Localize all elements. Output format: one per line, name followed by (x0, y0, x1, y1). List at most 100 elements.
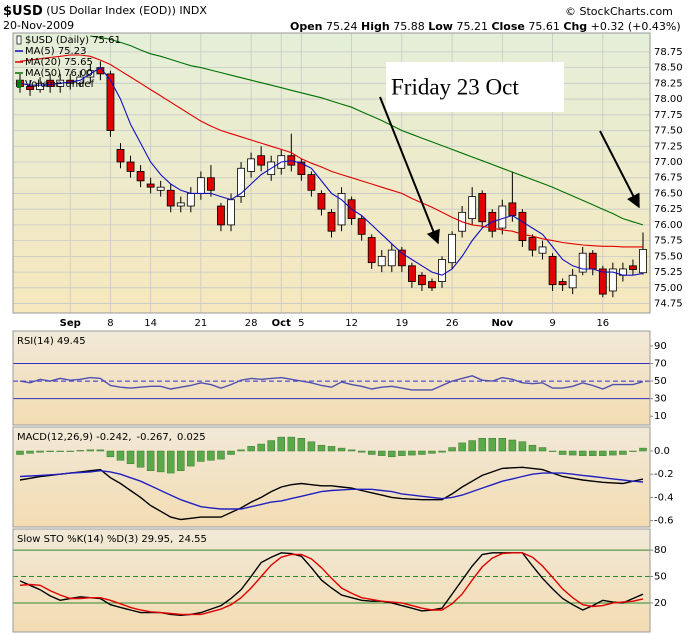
candle-body (126, 161, 135, 172)
panel-border (12, 32, 651, 314)
candle-body (257, 155, 266, 166)
candle-body (337, 193, 346, 226)
annotation-layer: Friday 23 Oct (379, 62, 640, 245)
y-tick-label: -0.4 (654, 492, 674, 503)
histogram-bar (307, 441, 316, 452)
legend-label: Slow STO %K(14) %D(3) 29.95, (17, 534, 173, 545)
histogram-bar (156, 450, 165, 473)
candle-body (397, 249, 406, 267)
candle-body (468, 196, 477, 220)
quote-value: 75.21 (456, 20, 488, 33)
exchange: INDX (179, 4, 207, 17)
candle-body (639, 249, 647, 274)
candle-body (588, 252, 597, 270)
y-tick-label: 75.75 (654, 236, 683, 247)
x-tick-label: Nov (491, 318, 513, 329)
series-line (19, 375, 644, 391)
candle-body (498, 205, 507, 229)
histogram-bar (538, 447, 547, 452)
panel-border (12, 426, 651, 528)
histogram-bar (488, 438, 497, 452)
candle-body (227, 199, 235, 226)
histogram-bar (136, 450, 145, 468)
panel-border (12, 330, 651, 426)
histogram-bar (297, 438, 306, 452)
candle-body (36, 82, 44, 91)
plots: 78.75 78.50 78.25 78.00 77.75 77.50 77.25 77.00… (12, 32, 683, 633)
candle-body (448, 233, 456, 264)
histogram-bar (619, 450, 627, 455)
y-tick-label: 77.50 (654, 126, 683, 137)
histogram-bar (76, 450, 85, 452)
candle-body (116, 149, 125, 163)
histogram-bar (26, 450, 34, 454)
y-tick-label: 90 (654, 341, 667, 352)
panel-background (13, 427, 650, 527)
legend-label: MA(20) 75.65 (25, 57, 93, 68)
candle-body (307, 174, 316, 191)
histogram-bar (428, 450, 436, 454)
candle-body (196, 177, 205, 194)
candle-body (297, 161, 306, 175)
header-date: 20-Nov-2009 (3, 19, 74, 32)
x-tick-label: Oct (272, 318, 291, 329)
candle-body (166, 189, 175, 207)
x-tick-label: 28 (245, 318, 258, 329)
y-tick-label: 75.25 (654, 267, 683, 278)
candle-body (237, 167, 245, 197)
candle-body (438, 259, 446, 282)
candle-body (418, 274, 426, 286)
legend-label: RSI(14) 49.45 (17, 336, 86, 347)
y-tick-label: 74.75 (654, 299, 683, 310)
y-tick-label: 77.25 (654, 141, 683, 152)
series-line (19, 466, 644, 521)
y-tick-label: 78.00 (654, 94, 683, 105)
quote-label: Close (491, 20, 524, 33)
candle-body (558, 281, 567, 286)
y-tick-label: 78.75 (654, 47, 683, 58)
header-title: $USD (US Dollar Index (EOD)) INDX (3, 4, 207, 19)
histogram-bar (609, 450, 617, 456)
histogram-bar (66, 450, 74, 452)
histogram-bar (267, 440, 275, 452)
y-tick-label: 30 (654, 394, 667, 405)
candle-body (387, 249, 396, 267)
histogram-bar (589, 450, 597, 456)
histogram-bar (498, 438, 507, 452)
candle-body (327, 211, 336, 232)
y-tick-label: 20 (654, 598, 667, 609)
histogram-bar (448, 447, 456, 452)
histogram-bar (146, 450, 155, 471)
candle-body (598, 268, 607, 295)
series-line (19, 54, 643, 248)
histogram-bar (639, 447, 647, 452)
y-tick-label: 78.25 (654, 78, 683, 89)
y-tick-label: 76.25 (654, 204, 683, 215)
arrow (599, 130, 640, 209)
x-tick-label: 8 (107, 318, 113, 329)
y-tick-label: 0.0 (654, 446, 670, 457)
histogram-bar (237, 449, 245, 452)
candle-body (578, 252, 587, 273)
y-tick-label: 76.75 (654, 173, 683, 184)
histogram-bar (418, 450, 426, 455)
legend-swatch (17, 80, 21, 88)
histogram-bar (337, 447, 346, 452)
histogram-bar (287, 436, 296, 452)
y-tick-label: 50 (654, 572, 667, 583)
symbol: $USD (3, 4, 43, 19)
histogram-bar (347, 449, 356, 452)
candle-body (106, 73, 115, 131)
candle-body (146, 183, 155, 188)
histogram-bar (227, 450, 235, 455)
histogram-bar (197, 450, 205, 462)
histogram-bar (96, 449, 105, 452)
histogram-bar (106, 450, 115, 458)
y-tick-label: 77.00 (654, 157, 683, 168)
histogram-bar (558, 450, 567, 455)
histogram-bar (508, 439, 517, 452)
quote-label: Chg (563, 20, 587, 33)
candle-body (568, 274, 577, 289)
y-tick-label: 75.00 (654, 283, 683, 294)
